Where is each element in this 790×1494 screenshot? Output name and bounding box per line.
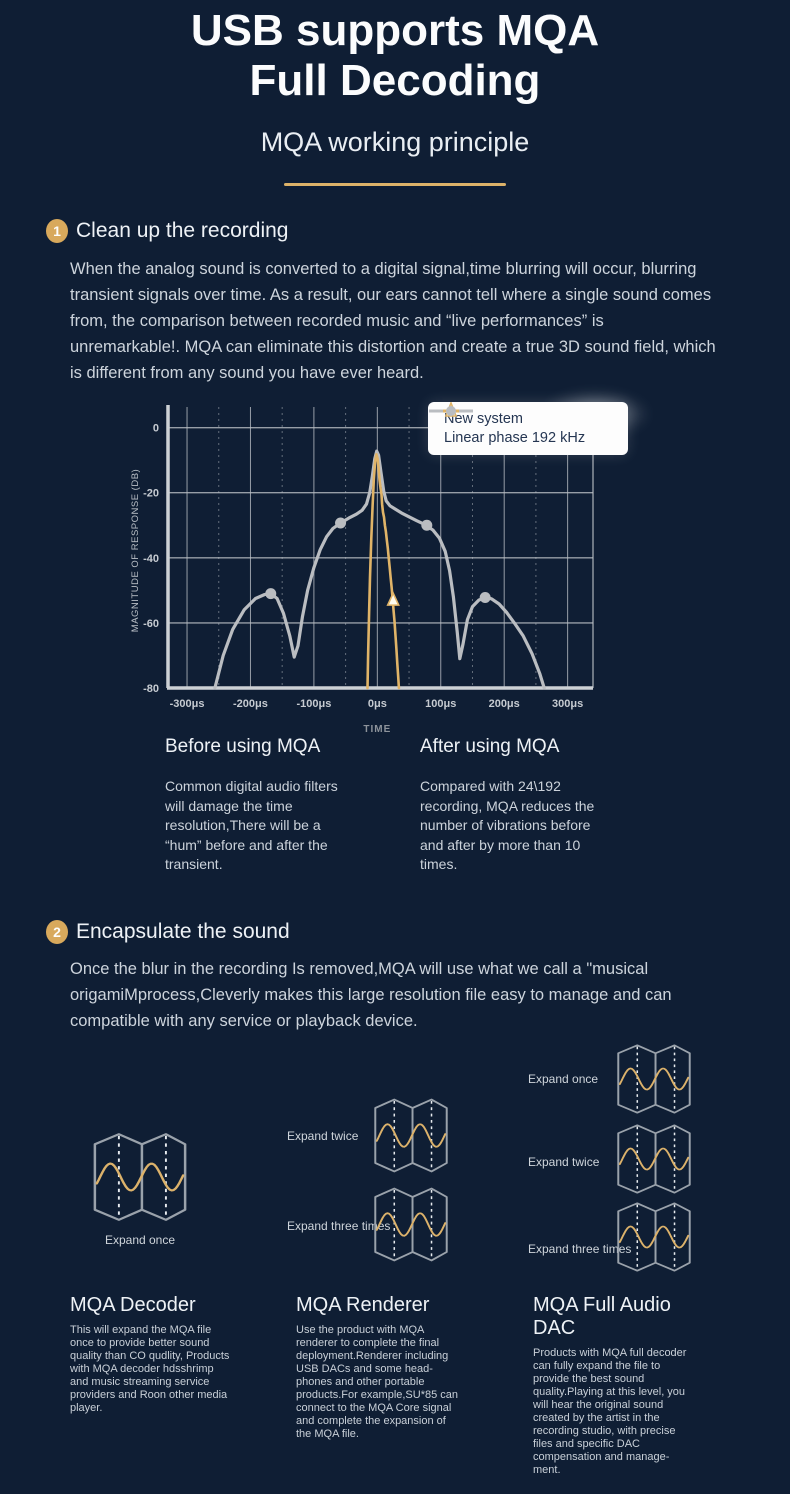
page-title-line2: Full Decoding [249, 56, 541, 105]
step-1-badge: 1 [46, 219, 68, 243]
feature-col-decoder: MQA Decoder This will expand the MQA fil… [70, 1294, 230, 1415]
section2-body: Once the blur in the recording Is remove… [70, 960, 672, 1030]
gold-divider [284, 183, 506, 186]
feature-body-full-dac: Products with MQA full decoder can fully… [533, 1347, 687, 1476]
feature-heading-renderer: MQA Renderer [296, 1294, 430, 1316]
origami-fold-icon [373, 1096, 449, 1175]
fold-label-right-1: Expand once [528, 1072, 599, 1086]
fold-label-right-2: Expand twice [528, 1155, 600, 1169]
legend-label-new-system: New system [444, 411, 523, 427]
svg-text:-200μs: -200μs [233, 698, 268, 710]
svg-text:-40: -40 [143, 553, 159, 565]
svg-text:MAGNITUDE OF RESPONSE (DB): MAGNITUDE OF RESPONSE (DB) [130, 469, 141, 632]
fold-label-mid-2: Expand three times [287, 1219, 391, 1233]
origami-fold-icon [616, 1122, 692, 1196]
svg-text:300μs: 300μs [552, 698, 583, 710]
fold-label-mid-1: Expand twice [287, 1129, 359, 1143]
section1-header: 1 Clean up the recording [46, 219, 288, 243]
svg-text:0: 0 [153, 423, 159, 435]
section1-title: Clean up the recording [76, 219, 289, 242]
feature-body-renderer: Use the product with MQA renderer to com… [296, 1324, 459, 1440]
section1-body: When the analog sound is converted to a … [70, 260, 716, 382]
svg-text:TIME: TIME [363, 724, 391, 735]
svg-text:-100μs: -100μs [296, 698, 331, 710]
origami-fold-icon [616, 1200, 692, 1274]
feature-body-decoder: This will expand the MQA file once to pr… [70, 1324, 230, 1414]
linear-phase-marker-icon [429, 406, 473, 416]
before-mqa-body: Common digital audio filters will damage… [165, 778, 338, 872]
fold-label-left: Expand once [104, 1233, 176, 1247]
origami-fold-icon [373, 1185, 449, 1264]
svg-text:-300μs: -300μs [170, 698, 205, 710]
svg-text:100μs: 100μs [425, 698, 456, 710]
feature-col-full-dac: MQA Full Audio DAC Products with MQA ful… [533, 1294, 695, 1477]
svg-text:-80: -80 [143, 683, 159, 695]
page-subtitle: MQA working principle [260, 127, 530, 157]
response-chart: -300μs -200μs -100μs 0μs 100μs 200μs 300μs 0 -20… [130, 405, 594, 735]
section2-header: 2 Encapsulate the sound [46, 920, 290, 944]
origami-fold-icon [616, 1042, 692, 1116]
step-2-badge: 2 [46, 920, 68, 944]
svg-text:200μs: 200μs [489, 698, 520, 710]
section2-title: Encapsulate the sound [76, 920, 290, 943]
page-title-line1: USB supports MQA [190, 6, 600, 55]
chart-legend: New system Linear phase 192 kHz [428, 402, 628, 455]
response-chart-area: -300μs -200μs -100μs 0μs 100μs 200μs 300μs 0 -20… [100, 391, 660, 741]
legend-row-linear-phase: Linear phase 192 kHz [429, 406, 628, 446]
origami-fold-icon [92, 1130, 188, 1224]
svg-text:-20: -20 [143, 488, 159, 500]
svg-text:-60: -60 [143, 618, 159, 630]
fold-label-right-3: Expand three times [528, 1242, 632, 1256]
legend-label-linear-phase: Linear phase 192 kHz [444, 430, 586, 446]
feature-heading-full-dac: MQA Full Audio DAC [533, 1294, 671, 1339]
before-mqa-heading: Before using MQA [165, 736, 321, 757]
svg-text:0μs: 0μs [368, 698, 387, 710]
feature-col-renderer: MQA Renderer Use the product with MQA re… [296, 1294, 464, 1441]
feature-heading-decoder: MQA Decoder [70, 1294, 196, 1316]
after-mqa-body: Compared with 24\192 recording, MQA redu… [420, 778, 595, 872]
after-mqa-heading: After using MQA [420, 736, 560, 757]
